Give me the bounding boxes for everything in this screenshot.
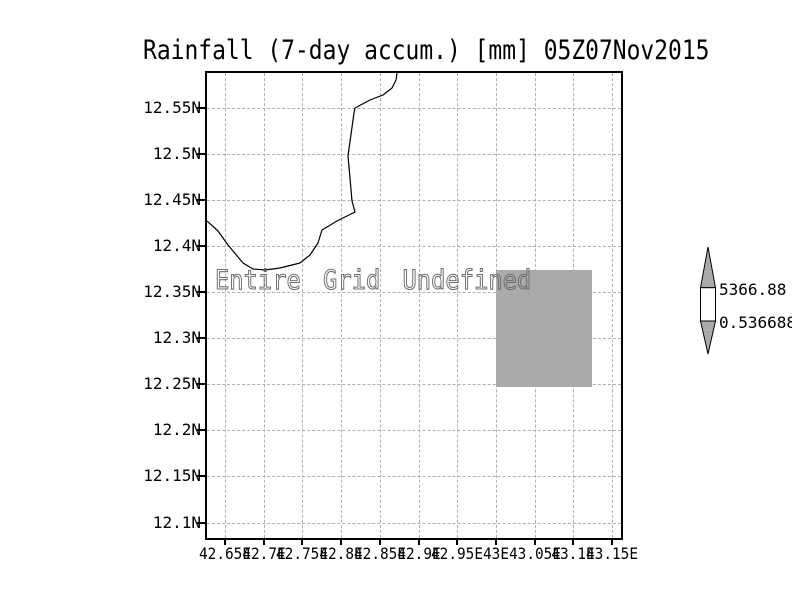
colorbar-value-box	[700, 287, 716, 322]
lat-tick-mark	[197, 475, 205, 478]
coastline-map	[207, 73, 398, 271]
lon-tick-label: 42.7E	[242, 544, 286, 563]
lat-tick-label: 12.3N	[152, 328, 201, 348]
coastline-path	[207, 73, 398, 271]
lon-tick-mark	[262, 538, 265, 545]
lon-tick-label: 42.65E	[198, 544, 252, 563]
gridline-horizontal	[207, 154, 621, 156]
lon-tick-mark	[611, 538, 613, 545]
lat-tick-mark	[197, 153, 205, 156]
lon-tick-mark	[340, 538, 343, 545]
gridline-vertical	[612, 73, 613, 538]
lon-tick-mark	[533, 538, 536, 545]
gridline-horizontal	[207, 292, 621, 294]
lat-tick-mark	[197, 521, 205, 524]
gridline-vertical	[457, 73, 459, 538]
lat-tick-mark	[197, 337, 205, 340]
colorbar-up-arrow-icon	[699, 246, 717, 289]
lon-tick-mark	[378, 538, 381, 545]
gridline-vertical	[302, 73, 304, 538]
lon-tick-label: 43E	[482, 544, 509, 563]
gridline-vertical	[341, 73, 343, 538]
lat-tick-mark	[197, 245, 205, 248]
lat-tick-label: 12.25N	[143, 374, 201, 394]
colorbar-down-arrow-icon	[699, 320, 717, 355]
lon-tick-label: 42.8E	[319, 544, 363, 563]
gridline-horizontal	[207, 384, 621, 386]
lat-tick-mark	[197, 291, 205, 294]
lon-tick-label: 43.05E	[508, 544, 561, 563]
lon-tick-label: 42.85E	[353, 544, 406, 563]
gridline-horizontal	[207, 246, 621, 248]
lon-tick-mark	[572, 538, 575, 545]
map-plot-area: Entire Grid Undefined	[205, 71, 623, 540]
shaded-data-cell	[496, 270, 592, 387]
lon-tick-mark	[301, 538, 304, 545]
lat-tick-label: 12.55N	[143, 98, 201, 117]
lon-tick-mark	[417, 538, 420, 545]
lon-tick-mark	[224, 538, 226, 545]
lat-tick-label: 12.45N	[143, 190, 201, 210]
colorbar	[699, 246, 717, 355]
gridline-horizontal	[207, 430, 621, 432]
lat-tick-label: 12.35N	[143, 282, 201, 302]
gridline-vertical	[263, 73, 265, 538]
lat-tick-mark	[197, 199, 205, 202]
lat-tick-label: 12.1N	[152, 512, 201, 532]
plot-title: Rainfall (7-day accum.) [mm] 05Z07Nov201…	[143, 35, 710, 66]
gridline-vertical	[418, 73, 420, 538]
gridline-horizontal	[207, 108, 621, 109]
lat-tick-label: 12.15N	[143, 466, 201, 486]
lat-tick-label: 12.2N	[152, 420, 201, 440]
gridline-horizontal	[207, 522, 621, 524]
lat-tick-label: 12.4N	[152, 236, 201, 256]
gridline-vertical	[225, 73, 226, 538]
colorbar-max-label: 5366.88	[719, 280, 787, 299]
gridline-horizontal	[207, 200, 621, 202]
lat-tick-mark	[197, 107, 205, 109]
lon-tick-label: 43.15E	[585, 544, 639, 563]
lat-tick-mark	[197, 429, 205, 432]
colorbar-min-label: 0.536688	[719, 313, 792, 332]
gridline-horizontal	[207, 338, 621, 340]
lat-tick-label: 12.5N	[152, 144, 201, 164]
grid-undefined-annotation: Entire Grid Undefined	[215, 265, 532, 296]
lon-tick-label: 42.9E	[396, 544, 441, 563]
lon-tick-label: 42.75E	[276, 544, 329, 563]
lon-tick-label: 43.1E	[551, 544, 595, 563]
lon-tick-mark	[456, 538, 459, 545]
lon-tick-mark	[494, 538, 497, 545]
gridline-horizontal	[207, 476, 621, 478]
gridline-vertical	[379, 73, 381, 538]
lat-tick-mark	[197, 383, 205, 386]
lon-tick-label: 42.95E	[431, 544, 484, 563]
